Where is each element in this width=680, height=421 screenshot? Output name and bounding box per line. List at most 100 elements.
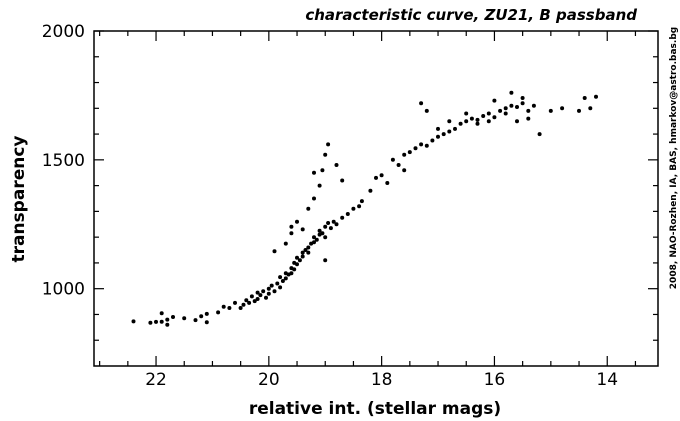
data-point — [306, 245, 311, 250]
data-point — [227, 306, 232, 310]
data-point — [594, 94, 598, 99]
data-point — [300, 250, 305, 255]
data-point — [520, 96, 525, 100]
data-point — [283, 241, 288, 246]
tick-labels: 22 20 18 16 14 1000 1500 2000 — [42, 22, 618, 390]
data-point — [509, 90, 514, 95]
data-point — [312, 235, 316, 240]
data-point — [289, 271, 294, 276]
data-point — [297, 258, 302, 263]
data-point — [312, 240, 316, 245]
data-point — [292, 267, 297, 272]
data-point — [503, 111, 508, 116]
data-point — [447, 119, 452, 124]
data-point — [264, 295, 268, 300]
x-tick-label: 18 — [371, 370, 393, 390]
data-point — [328, 226, 333, 231]
plot-area — [93, 30, 659, 367]
x-tick-label: 14 — [596, 370, 618, 390]
data-point — [216, 310, 221, 315]
data-point — [464, 111, 469, 116]
data-point — [171, 315, 175, 319]
data-point — [199, 314, 204, 319]
data-point — [323, 258, 328, 263]
data-point — [486, 119, 491, 124]
data-point — [340, 178, 345, 183]
data-point — [244, 298, 249, 303]
data-point — [280, 279, 285, 283]
data-point — [204, 311, 209, 316]
data-point — [560, 106, 565, 111]
data-point — [204, 320, 209, 325]
data-point — [289, 231, 294, 236]
data-point — [340, 215, 345, 220]
data-point — [238, 306, 243, 310]
plot-frame — [93, 30, 659, 367]
data-point — [159, 311, 164, 316]
data-point — [419, 142, 424, 147]
data-point — [295, 219, 299, 224]
data-point — [247, 300, 252, 305]
data-point — [312, 170, 316, 175]
data-point — [447, 129, 452, 134]
data-point — [221, 304, 226, 309]
data-point — [154, 319, 158, 324]
data-point — [407, 150, 412, 155]
data-point — [413, 146, 418, 151]
data-point — [515, 119, 519, 124]
data-point — [323, 235, 328, 240]
x-tick-label: 16 — [484, 370, 506, 390]
data-point — [289, 224, 294, 229]
data-point — [588, 106, 593, 111]
data-point — [492, 115, 497, 120]
data-point — [306, 206, 311, 211]
data-points — [131, 90, 598, 327]
data-point — [323, 224, 328, 229]
data-point — [374, 175, 378, 180]
data-point — [233, 300, 237, 305]
data-point — [255, 290, 260, 295]
data-point — [317, 228, 322, 233]
axis-ticks — [94, 30, 658, 366]
chart-title: characteristic curve, ZU21, B passband — [305, 6, 637, 24]
data-point — [396, 163, 401, 167]
data-point — [475, 117, 480, 122]
data-point — [515, 105, 519, 109]
data-point — [266, 286, 271, 291]
data-point — [331, 219, 336, 224]
data-point — [537, 132, 542, 137]
data-point — [249, 294, 254, 299]
data-point — [182, 316, 187, 321]
data-point — [131, 319, 136, 324]
data-point — [469, 116, 474, 121]
data-point — [379, 173, 384, 178]
data-point — [430, 138, 435, 143]
data-point — [390, 157, 395, 162]
data-point — [486, 111, 491, 116]
data-point — [314, 237, 319, 242]
data-point — [241, 302, 246, 307]
y-tick-label: 1000 — [42, 280, 85, 300]
x-axis-label: relative int. (stellar mags) — [249, 399, 501, 419]
data-point — [436, 126, 440, 131]
data-point — [419, 101, 424, 106]
data-point — [258, 293, 263, 298]
data-point — [320, 168, 325, 173]
data-point — [402, 152, 407, 157]
data-point — [441, 132, 446, 137]
data-point — [368, 188, 373, 193]
data-point — [317, 183, 322, 188]
data-point — [295, 262, 299, 267]
data-point — [275, 281, 280, 286]
data-point — [295, 255, 299, 260]
data-point — [385, 181, 390, 185]
data-point — [269, 283, 274, 288]
data-point — [458, 121, 463, 126]
data-point — [323, 152, 328, 157]
data-point — [148, 320, 153, 325]
data-point — [272, 249, 277, 254]
data-point — [357, 204, 362, 209]
data-point — [320, 231, 325, 236]
data-point — [424, 143, 429, 148]
